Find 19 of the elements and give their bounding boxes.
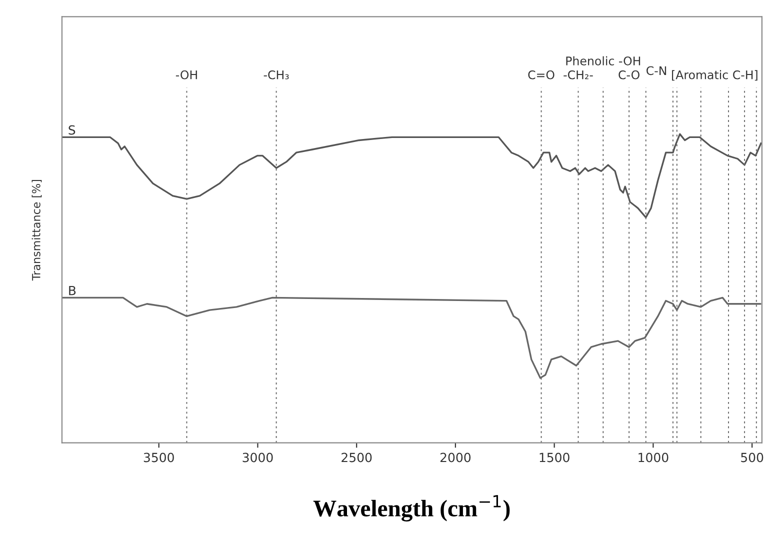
ref-line-label: C-O	[618, 70, 640, 80]
series-label: S	[68, 125, 76, 135]
ref-line-label: -CH₂-	[564, 70, 593, 80]
x-tick-label: 1500	[540, 452, 570, 462]
text: [Aromatic C-H]	[672, 70, 758, 81]
x-tick-label: 3500	[144, 452, 174, 462]
x-tick-label: 500	[741, 452, 764, 462]
x-tick-label: 2500	[342, 452, 372, 462]
series-label: B	[69, 286, 76, 296]
ref-line-label: Phenolic -OH	[566, 56, 640, 66]
ref-line-label: -OH	[176, 70, 197, 80]
x-axis-title: Wavelength (cm$^{−1}$)	[313, 495, 510, 522]
ref-line-label: -CH₃	[264, 70, 289, 80]
x-tick-label: 2000	[440, 452, 471, 462]
y-axis-title: Transmittance [%]	[32, 180, 42, 281]
x-tick-label: 1000	[638, 452, 668, 462]
ref-line-label: C=O	[528, 70, 554, 80]
x-tick-label: 3000	[242, 452, 273, 462]
ref-line-label: C-N	[646, 66, 666, 76]
